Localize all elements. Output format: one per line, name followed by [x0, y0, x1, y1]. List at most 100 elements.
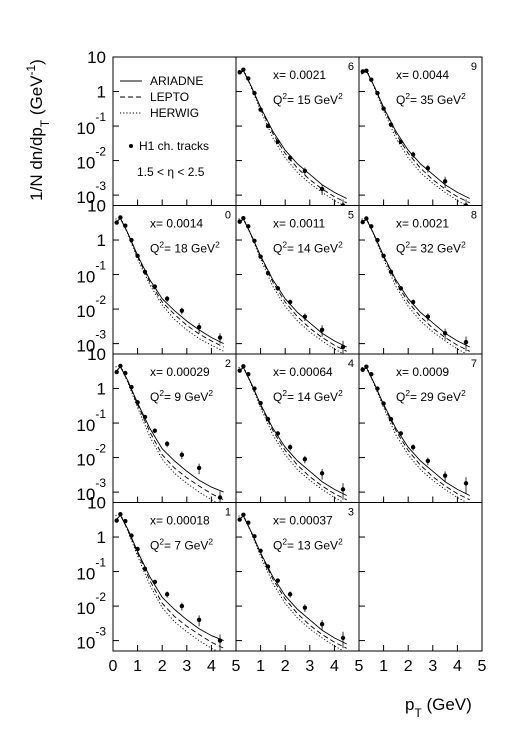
data-point [398, 286, 404, 291]
model-curve [361, 216, 468, 354]
x-tick-label: 1 [256, 658, 265, 675]
y-tick-base: 10 [76, 634, 95, 653]
data-point [340, 635, 346, 641]
text-part: 2 [159, 537, 164, 547]
data-point [442, 473, 448, 478]
data-point [275, 431, 281, 436]
model-curve [238, 367, 347, 501]
text-part: 2 [338, 240, 343, 250]
x-tick-label: 1 [133, 658, 142, 675]
data-point [114, 220, 119, 225]
panel-number: 8 [471, 210, 477, 222]
panel-number: 2 [225, 358, 231, 370]
y-tick-label: 10 [87, 48, 106, 67]
data-point [375, 90, 380, 96]
y-tick-exponent: -2 [95, 590, 106, 604]
text-part: ) [27, 59, 46, 65]
data-point [152, 579, 158, 585]
model-curve [238, 513, 345, 651]
y-tick-exponent: -2 [95, 293, 106, 307]
data-point [142, 566, 148, 572]
legend-label: ARIADNE [150, 74, 203, 88]
data-point [302, 314, 308, 319]
panel-number: 5 [348, 210, 354, 222]
x-value-label: x= 0.0009 [396, 365, 449, 379]
data-point [246, 76, 251, 81]
x-value-label: x= 0.00037 [273, 514, 333, 528]
legend-label: HERWIG [150, 106, 199, 120]
data-point [410, 152, 416, 157]
text-part: Q [396, 390, 405, 404]
data-point [287, 444, 293, 450]
y-tick-base: 10 [76, 337, 95, 356]
data-point [360, 367, 365, 372]
y-tick-label: 10-2 [76, 442, 106, 470]
data-point [129, 237, 134, 243]
text-part: = 29 GeV [410, 390, 461, 404]
text-part: 2 [405, 388, 410, 398]
data-point [152, 284, 158, 289]
data-point [369, 371, 374, 377]
x-value-label: x= 0.00018 [150, 514, 210, 528]
y-tick-base: 10 [76, 154, 95, 173]
data-point [135, 400, 140, 405]
x-axis-title: pT (GeV) [405, 695, 472, 720]
x-tick-label: 5 [355, 658, 364, 675]
data-point [319, 621, 325, 627]
data-point [179, 603, 185, 609]
data-point [237, 70, 242, 75]
text-part: = 32 GeV [410, 242, 461, 256]
text-part: 2 [461, 240, 466, 250]
data-point [381, 106, 386, 111]
y-tick-label: 10-3 [76, 625, 106, 653]
data-point [340, 203, 346, 206]
data-point [381, 253, 386, 258]
panel-plot [360, 68, 470, 206]
text-part: p [405, 695, 414, 714]
y-tick-exponent: -2 [95, 145, 106, 159]
y-tick-base: 10 [76, 416, 95, 435]
data-point [302, 168, 308, 174]
y-tick-label: 10 [87, 494, 106, 513]
text-part: 1/N dn/dp [27, 127, 46, 201]
x-tick-label: 2 [404, 658, 413, 675]
model-curve [238, 218, 347, 348]
model-curve [238, 70, 347, 199]
text-part: = 15 GeV [287, 93, 338, 107]
model-curve [115, 216, 224, 352]
y-tick-label: 10 [87, 345, 106, 364]
data-point [123, 223, 128, 228]
y-tick-base: 10 [76, 268, 95, 287]
text-part: 2 [282, 537, 287, 547]
data-point [118, 215, 123, 220]
data-point [375, 386, 380, 391]
data-point [252, 534, 257, 539]
data-point [114, 369, 119, 375]
data-point [319, 471, 325, 476]
data-point [246, 371, 251, 377]
panel-plot [114, 363, 224, 503]
y-tick-exponent: -1 [95, 110, 106, 124]
y-tick-label: 10-1 [76, 110, 106, 138]
text-part: Q [273, 539, 282, 553]
model-curve [115, 217, 224, 345]
x-tick-label: 4 [207, 658, 216, 675]
data-point [442, 179, 448, 184]
text-part: T [38, 120, 52, 127]
x-tick-label: 2 [158, 658, 167, 675]
data-point [364, 364, 369, 369]
x-value-label: x= 0.0021 [396, 217, 449, 231]
data-point [196, 465, 202, 471]
y-tick-base: 10 [76, 188, 95, 207]
data-point [179, 452, 185, 458]
y-tick-exponent: -1 [95, 407, 106, 421]
y-tick-label: 1 [97, 380, 106, 399]
model-curve [238, 216, 345, 354]
text-part: Q [273, 242, 282, 256]
text-part: 2 [282, 240, 287, 250]
x-tick-label: 5 [478, 658, 487, 675]
text-part: 2 [405, 91, 410, 101]
data-point [398, 139, 404, 144]
panel-number: 6 [348, 61, 354, 73]
y-tick-base: 10 [76, 119, 95, 138]
